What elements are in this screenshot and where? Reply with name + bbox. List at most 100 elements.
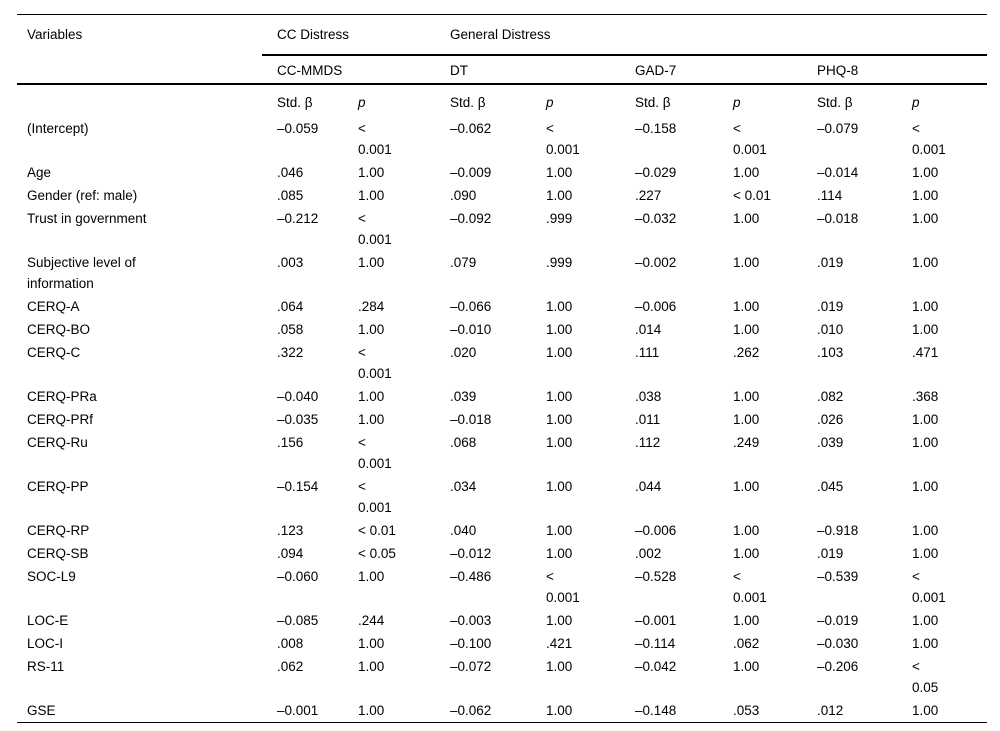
row-label: CERQ-PP	[27, 479, 89, 494]
std-beta-value: .019	[817, 299, 844, 314]
std-beta-value: –0.029	[635, 165, 677, 180]
std-beta-value: –0.062	[435, 699, 532, 723]
p-value: 1.00	[358, 188, 385, 203]
std-beta-value: –0.486	[450, 569, 492, 584]
row-label: Age	[27, 165, 52, 180]
std-beta-value: –0.114	[635, 636, 676, 651]
std-beta-value: –0.158	[635, 121, 677, 136]
row-label: RS-11	[27, 659, 65, 674]
p-value: .999	[546, 255, 573, 270]
row-label: CERQ-PRf	[27, 412, 94, 427]
p-value: 1.00	[912, 299, 939, 314]
table-row: CERQ-A .064 .284 –0.066 1.00 –0.006 1.00 .019 1.…	[17, 295, 987, 318]
p-value: 1.00	[546, 322, 573, 337]
std-beta-value: .014	[635, 322, 662, 337]
table-row: CERQ-RP .123 < 0.01 .040 1.00 –0.006 1.00 –0.91…	[17, 519, 987, 542]
std-beta-value: .103	[817, 345, 844, 360]
std-beta-value: –0.060	[277, 569, 319, 584]
row-label: Trust in government	[27, 211, 147, 226]
p-value: 1.00	[546, 299, 573, 314]
p-value: < 0.001	[546, 569, 580, 605]
p-value: 1.00	[912, 412, 939, 427]
stat-header-spacer	[17, 83, 262, 117]
std-beta-value: .227	[635, 188, 662, 203]
variables-column-header: Variables	[17, 14, 262, 84]
std-beta-value: –0.006	[635, 299, 677, 314]
std-beta-value: .156	[277, 435, 304, 450]
std-beta-value: .062	[277, 659, 304, 674]
std-beta-value: –0.040	[277, 389, 319, 404]
std-beta-value: .114	[817, 188, 843, 203]
std-beta-value: .068	[450, 435, 477, 450]
std-beta-value: –0.019	[817, 613, 859, 628]
std-beta-value: –0.918	[817, 523, 859, 538]
row-label: CERQ-SB	[27, 546, 89, 561]
p-value: < 0.01	[733, 188, 771, 203]
measure-header-gad-7: GAD-7	[635, 63, 677, 78]
table-row: LOC-I .008 1.00 –0.100 .421 –0.114 .062 –0.030 1…	[17, 632, 987, 655]
p-value: .262	[733, 345, 760, 360]
std-beta-value: .003	[277, 255, 304, 270]
p-value: 1.00	[546, 412, 573, 427]
p-value: .421	[546, 636, 573, 651]
regression-results-table: Variables CC Distress General Distress C…	[17, 14, 988, 723]
p-value: 1.00	[531, 699, 621, 723]
std-beta-value: .044	[635, 479, 662, 494]
std-beta-value: –0.528	[635, 569, 677, 584]
p-value: < 0.05	[912, 659, 939, 695]
std-beta-value: –0.100	[450, 636, 492, 651]
table-row: CERQ-PRa –0.040 1.00 .039 1.00 .038 1.00 .082 .3…	[17, 385, 987, 408]
std-beta-value: –0.066	[450, 299, 492, 314]
table-row: Trust in government –0.212 < 0.001 –0.092 .9…	[17, 207, 987, 251]
std-beta-header: Std. β	[435, 83, 532, 117]
row-label: CERQ-RP	[27, 523, 90, 538]
p-value: 1.00	[546, 546, 573, 561]
p-value: < 0.001	[358, 435, 392, 471]
table-row: GSE –0.001 1.00 –0.062 1.00 –0.148.053.012 1.0…	[17, 699, 988, 723]
p-header: p	[531, 83, 621, 117]
table-row: (Intercept) –0.059 < 0.001 –0.062 < 0.001 –0.…	[17, 117, 987, 161]
std-beta-value: –0.018	[450, 412, 492, 427]
row-label: SOC-L9	[27, 569, 76, 584]
table-row: CERQ-PP –0.154 < 0.001 .034 1.00 .044 1.00 .045…	[17, 475, 987, 519]
p-value: < 0.001	[358, 121, 392, 157]
std-beta-value: –0.014	[817, 165, 859, 180]
std-beta-value: .019	[817, 546, 844, 561]
std-beta-value: –0.018	[817, 211, 859, 226]
table-row: SOC-L9 –0.060 1.00 –0.486 < 0.001 –0.528 < 0.0…	[17, 565, 987, 609]
table-row: CERQ-Ru .156 < 0.001 .068 1.00 .112 .249 .039 1.…	[17, 431, 987, 475]
p-value: 1.00	[733, 299, 760, 314]
std-beta-value: .020	[450, 345, 477, 360]
p-value: 1.00	[733, 613, 760, 628]
std-beta-value: .123	[277, 523, 304, 538]
row-label: Gender (ref: male)	[27, 188, 138, 203]
std-beta-value: –0.085	[277, 613, 319, 628]
table-body: (Intercept) –0.059 < 0.001 –0.062 < 0.001 –0.…	[17, 117, 988, 723]
p-value: < 0.001	[912, 569, 946, 605]
p-value: 1.00	[358, 322, 385, 337]
p-value: 1.00	[912, 165, 939, 180]
std-beta-value: –0.035	[277, 412, 319, 427]
p-value: 1.00	[733, 211, 760, 226]
p-value: 1.00	[358, 569, 385, 584]
measure-header-phq-8: PHQ-8	[817, 63, 859, 78]
p-header: p	[343, 83, 436, 117]
p-value: < 0.001	[546, 121, 580, 157]
p-value: 1.00	[733, 412, 760, 427]
table-row: CERQ-C .322 < 0.001 .020 1.00 .111 .262 .103 .47…	[17, 341, 987, 385]
row-label: CERQ-A	[27, 299, 80, 314]
table-row: Subjective level of information .003 1.00.…	[17, 251, 987, 295]
std-beta-value: –0.212	[277, 211, 319, 226]
p-value: < 0.01	[358, 523, 396, 538]
p-value: 1.00	[912, 636, 939, 651]
p-value: 1.00	[912, 613, 939, 628]
p-value: 1.00	[546, 523, 573, 538]
p-value: 1.00	[733, 389, 760, 404]
std-beta-value: .111	[635, 345, 660, 360]
std-beta-value: .079	[450, 255, 477, 270]
std-beta-value: .040	[450, 523, 477, 538]
row-label: CERQ-Ru	[27, 435, 88, 450]
p-value: .368	[912, 389, 939, 404]
p-header: p	[897, 83, 988, 117]
